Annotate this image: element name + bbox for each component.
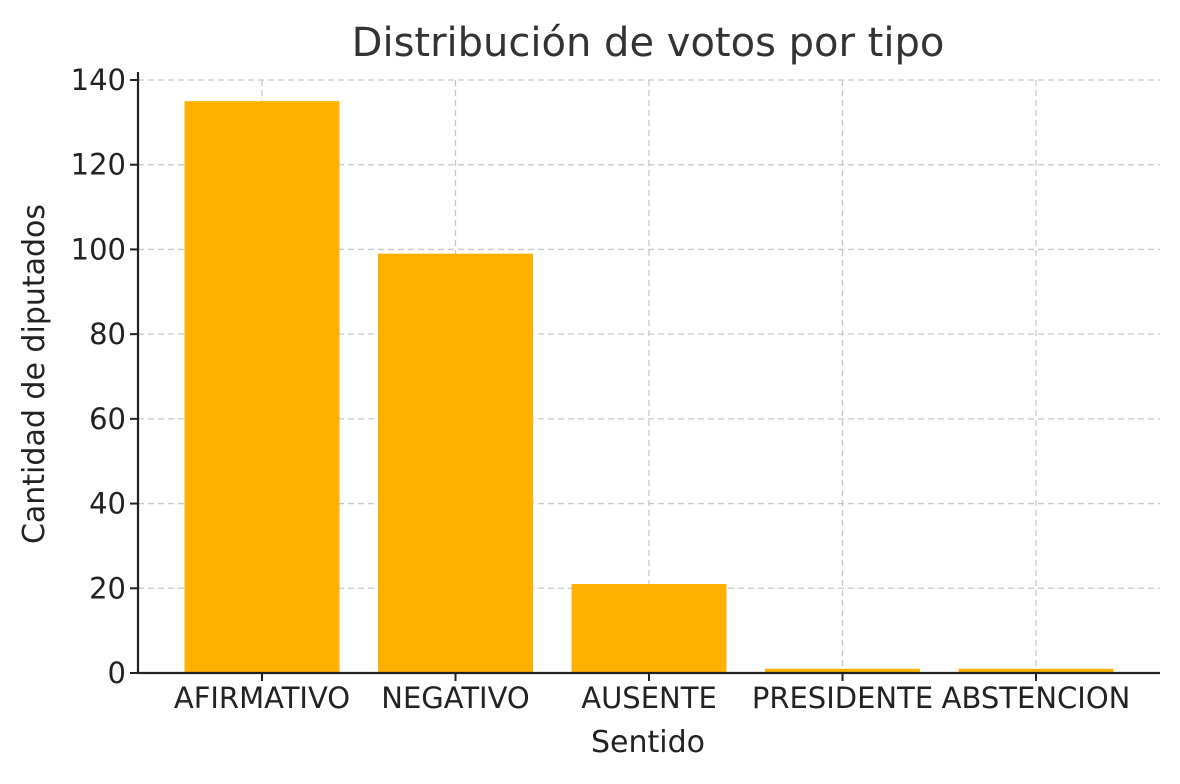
y-axis-title: Cantidad de diputados bbox=[17, 204, 52, 544]
x-axis-title: Sentido bbox=[591, 725, 705, 760]
x-tick-label: ABSTENCION bbox=[942, 681, 1131, 715]
y-tick-label: 140 bbox=[71, 63, 126, 97]
bar-abstencion bbox=[958, 668, 1114, 673]
bar-afirmativo bbox=[184, 101, 340, 673]
y-tick-label: 0 bbox=[108, 656, 126, 690]
ticks-layer: 0 20 40 60 80 100 120 140 AFIRMATIVO NEGATIVO AUSE… bbox=[71, 63, 1131, 715]
x-tick-label: AUSENTE bbox=[581, 681, 717, 715]
chart-title: Distribución de votos por tipo bbox=[352, 20, 945, 66]
y-tick-label: 40 bbox=[89, 487, 126, 521]
bars-layer bbox=[184, 101, 1114, 673]
y-tick-label: 100 bbox=[71, 232, 126, 266]
x-tick-label: AFIRMATIVO bbox=[174, 681, 350, 715]
x-tick-label: NEGATIVO bbox=[381, 681, 530, 715]
bar-ausente bbox=[571, 584, 727, 673]
bar-negativo bbox=[378, 253, 533, 673]
y-tick-label: 60 bbox=[89, 402, 126, 436]
bar-presidente bbox=[765, 668, 920, 673]
y-tick-label: 120 bbox=[71, 148, 126, 182]
y-tick-label: 20 bbox=[89, 571, 126, 605]
y-tick-label: 80 bbox=[89, 317, 126, 351]
x-tick-label: PRESIDENTE bbox=[752, 681, 933, 715]
